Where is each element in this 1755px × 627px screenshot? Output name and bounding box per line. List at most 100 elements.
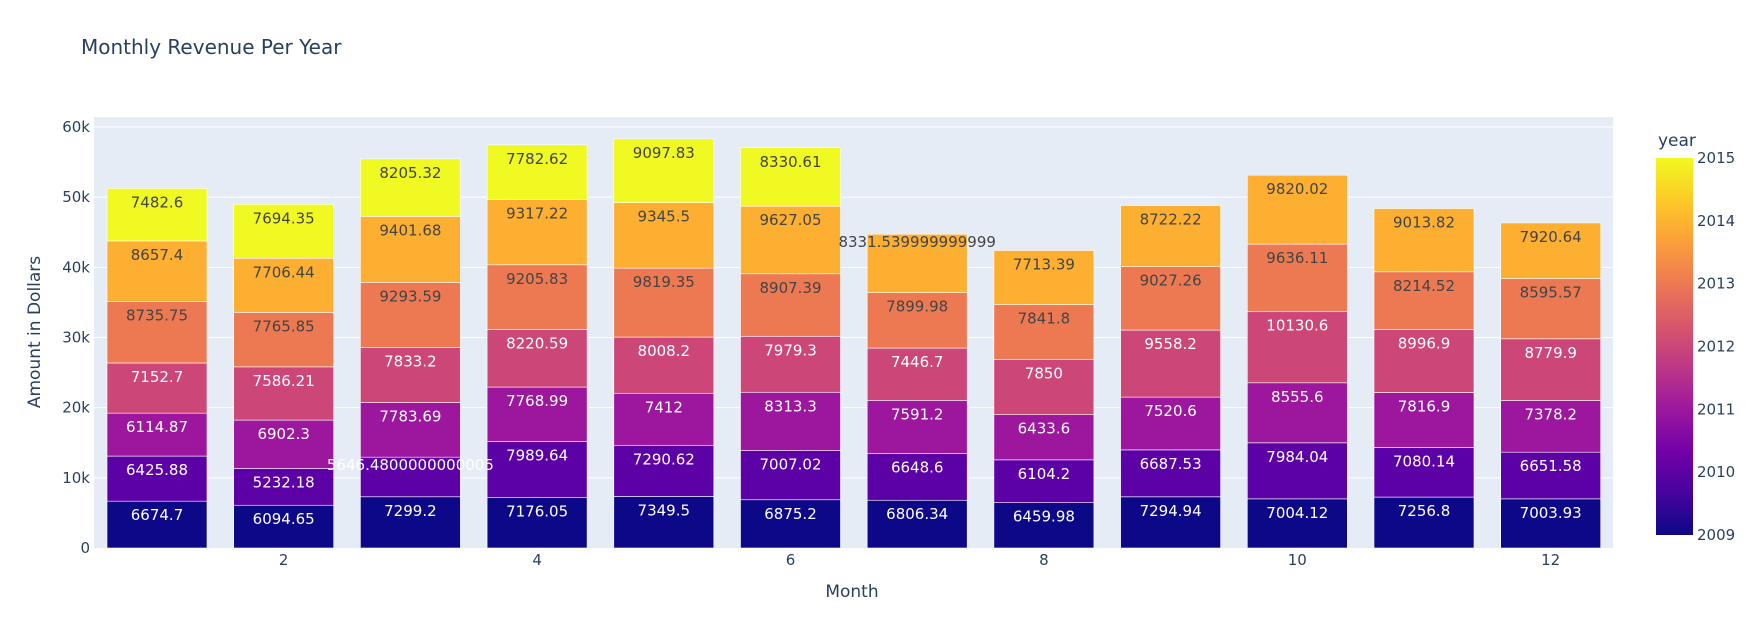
bar-value-label: 6114.87 bbox=[126, 418, 188, 436]
bar-segment bbox=[486, 386, 588, 442]
bar-segment bbox=[486, 144, 588, 200]
bar-value-label: 7290.62 bbox=[633, 450, 695, 468]
bar-value-label: 7080.14 bbox=[1393, 452, 1455, 470]
x-tick-label: 10 bbox=[1288, 551, 1307, 569]
bar-segment bbox=[1120, 266, 1221, 331]
x-tick-label: 8 bbox=[1039, 551, 1049, 569]
bar-value-label: 7984.04 bbox=[1266, 448, 1328, 466]
y-tick-label: 50k bbox=[62, 188, 90, 206]
bar-segment bbox=[740, 391, 841, 451]
bar-segment bbox=[233, 419, 334, 469]
bar-segment bbox=[993, 304, 1095, 360]
bar-value-label: 10130.6 bbox=[1266, 317, 1328, 335]
bar-value-label: 7979.3 bbox=[764, 341, 817, 359]
bar-value-label: 6806.34 bbox=[886, 505, 948, 523]
bar-segment bbox=[613, 267, 715, 338]
bar-segment bbox=[1373, 271, 1475, 330]
bar-segment bbox=[1373, 392, 1475, 448]
bar-labels-group: 6674.7 6425.88 6114.87 7152.7 8735.75 8657.4 7… bbox=[126, 144, 1582, 528]
bar-value-label: 7899.98 bbox=[886, 298, 948, 316]
plot-area bbox=[94, 117, 1613, 548]
bar-segment bbox=[1373, 496, 1475, 549]
bar-value-label: 9097.83 bbox=[633, 144, 695, 162]
bar-value-label: 7003.93 bbox=[1520, 504, 1582, 522]
bar-value-label: 8657.4 bbox=[131, 246, 184, 264]
bar-segment bbox=[106, 455, 208, 502]
bar-value-label: 7299.2 bbox=[384, 502, 437, 520]
bar-value-label: 8996.9 bbox=[1398, 334, 1451, 352]
bar-value-label: 8779.9 bbox=[1524, 344, 1577, 362]
bar-segment bbox=[866, 499, 968, 549]
bar-segment bbox=[1247, 174, 1348, 245]
bar-value-label: 7694.35 bbox=[253, 209, 315, 227]
bar-segment bbox=[233, 312, 334, 368]
bar-value-label: 8313.3 bbox=[764, 397, 817, 415]
bar-segment bbox=[486, 329, 588, 388]
bar-segment bbox=[106, 240, 208, 302]
bar-value-label: 7841.8 bbox=[1018, 310, 1071, 328]
bar-value-label: 6902.3 bbox=[257, 425, 310, 443]
bar-segment bbox=[1373, 329, 1475, 393]
bar-value-label: 7850 bbox=[1025, 365, 1063, 383]
bar-segment bbox=[740, 450, 841, 501]
colorbar-tick-label: 2009 bbox=[1697, 526, 1735, 544]
bar-segment bbox=[866, 400, 968, 454]
bar-segment bbox=[360, 216, 461, 283]
bar-value-label: 9819.35 bbox=[633, 273, 695, 291]
bar-segment bbox=[866, 453, 968, 501]
bar-value-label: 5232.18 bbox=[253, 474, 315, 492]
bar-segment bbox=[233, 468, 334, 506]
bar-segment bbox=[486, 441, 588, 498]
bar-value-label: 7256.8 bbox=[1398, 502, 1451, 520]
bar-segment bbox=[233, 257, 334, 313]
bar-segment bbox=[1247, 243, 1348, 313]
colorbar-tick-label: 2012 bbox=[1697, 338, 1735, 356]
bar-segment bbox=[866, 347, 968, 401]
bar-value-label: 9317.22 bbox=[506, 204, 568, 222]
bar-segment bbox=[1500, 400, 1601, 453]
bar-value-label: 7586.21 bbox=[253, 372, 315, 390]
bar-value-label: 8907.39 bbox=[759, 279, 821, 297]
bar-value-label: 8330.61 bbox=[759, 153, 821, 171]
bar-value-label: 7713.39 bbox=[1013, 255, 1075, 273]
bar-segment bbox=[866, 233, 968, 293]
bar-segment bbox=[993, 414, 1095, 461]
x-tick-label: 12 bbox=[1541, 551, 1560, 569]
bars-group bbox=[106, 138, 1601, 549]
y-tick-label: 30k bbox=[62, 329, 90, 347]
bar-value-label: 8722.22 bbox=[1140, 211, 1202, 229]
bar-segment bbox=[993, 359, 1095, 415]
bar-segment bbox=[613, 202, 715, 269]
bar-value-label: 7349.5 bbox=[638, 501, 691, 519]
colorbar bbox=[1656, 158, 1693, 535]
bar-value-label: 8220.59 bbox=[506, 334, 568, 352]
bar-segment bbox=[993, 502, 1095, 549]
x-tick-label: 2 bbox=[279, 551, 289, 569]
bar-value-label: 6459.98 bbox=[1013, 508, 1075, 526]
bar-segment bbox=[993, 250, 1095, 305]
bar-segment bbox=[1120, 396, 1221, 451]
bar-value-label: 6687.53 bbox=[1140, 455, 1202, 473]
bar-segment bbox=[360, 496, 461, 549]
colorbar-tick-label: 2013 bbox=[1697, 275, 1735, 293]
bar-value-label: 9293.59 bbox=[379, 287, 441, 305]
bar-value-label: 7591.2 bbox=[891, 405, 944, 423]
bar-value-label: 7412 bbox=[645, 398, 683, 416]
colorbar-tick-label: 2014 bbox=[1697, 212, 1735, 230]
bar-value-label: 7706.44 bbox=[253, 263, 315, 281]
x-tick-label: 4 bbox=[532, 551, 542, 569]
bar-value-label: 7176.05 bbox=[506, 503, 568, 521]
bar-value-label: 6094.65 bbox=[253, 510, 315, 528]
bar-segment bbox=[993, 459, 1095, 503]
bar-value-label: 7920.64 bbox=[1520, 228, 1582, 246]
bar-segment bbox=[1500, 338, 1601, 401]
bar-segment bbox=[106, 188, 208, 242]
bar-value-label: 7989.64 bbox=[506, 447, 568, 465]
bar-segment bbox=[1373, 208, 1475, 273]
bar-segment bbox=[360, 347, 461, 403]
bar-value-label: 7152.7 bbox=[131, 368, 184, 386]
bar-segment bbox=[106, 362, 208, 414]
bar-segment bbox=[1247, 311, 1348, 384]
bar-value-label: 8008.2 bbox=[638, 342, 691, 360]
bar-value-label: 6651.58 bbox=[1520, 457, 1582, 475]
